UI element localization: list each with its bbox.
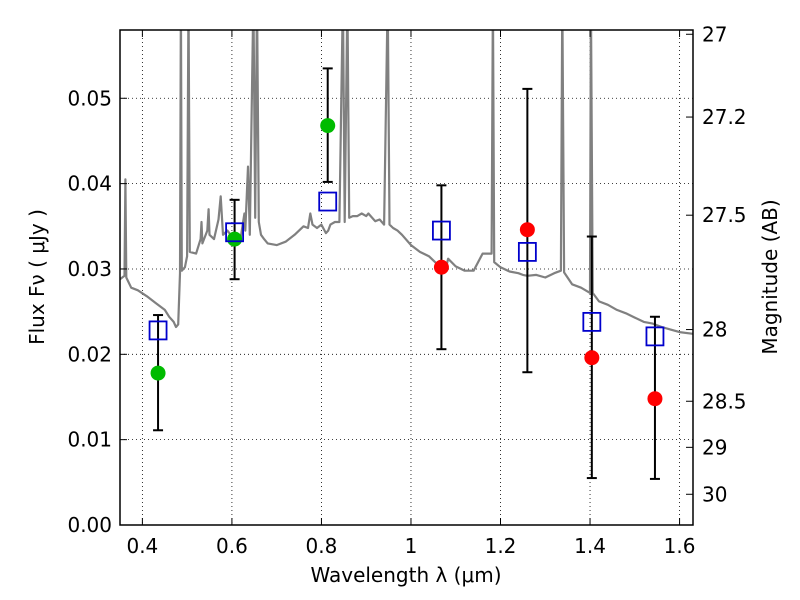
y-right-tick-label: 27.2 [702,105,747,129]
axis-ticks: 0.4 0.6 0.8 1 1.2 1.4 1.6 0.00 0.01 0.02 0.03 0.04 0… [67,22,746,558]
observed-point [150,365,166,381]
y-right-tick-label: 28.5 [702,389,747,413]
spectrum-layer [120,30,693,335]
y-right-tick-label: 28 [702,318,727,342]
observed-point [433,259,449,275]
y-axis-label: Flux Fν ( μJy ) [25,209,49,345]
data-points [148,118,665,407]
x-tick-label: 0.8 [306,534,338,558]
grid-lines [120,30,693,526]
observed-point [227,231,243,247]
x-tick-label: 1.4 [574,534,606,558]
y-tick-label: 0.02 [67,342,112,366]
y-tick-label: 0.04 [67,172,112,196]
y-tick-label: 0.00 [67,513,112,537]
y-axis-right-label: Magnitude (AB) [758,199,782,354]
observed-point [320,118,336,134]
observed-point [647,391,663,407]
y-tick-label: 0.05 [67,86,112,110]
y-tick-label: 0.01 [67,428,112,452]
y-tick-label: 0.03 [67,257,112,281]
x-tick-label: 1.6 [664,534,696,558]
x-tick-label: 0.6 [216,534,248,558]
x-tick-label: 1.2 [485,534,517,558]
axis-labels: Wavelength λ (μm) Flux Fν ( μJy ) Magnit… [25,199,782,587]
x-tick-label: 0.4 [126,534,158,558]
model-square [582,311,602,332]
y-right-tick-label: 30 [702,482,727,506]
model-square [318,191,338,212]
model-square [645,326,665,347]
spectrum-line [120,30,693,335]
model-square [225,222,245,243]
x-tick-label: 1 [405,534,418,558]
y-right-tick-label: 27 [702,22,727,46]
observed-point [519,222,535,238]
observed-point [584,350,600,366]
model-square [432,220,451,241]
model-square [148,320,168,341]
plot-frame [119,29,694,526]
y-right-tick-label: 27.5 [702,203,747,227]
model-square [517,241,537,262]
error-bars [153,67,660,480]
y-right-tick-label: 29 [702,435,727,459]
x-axis-label: Wavelength λ (μm) [310,563,501,587]
